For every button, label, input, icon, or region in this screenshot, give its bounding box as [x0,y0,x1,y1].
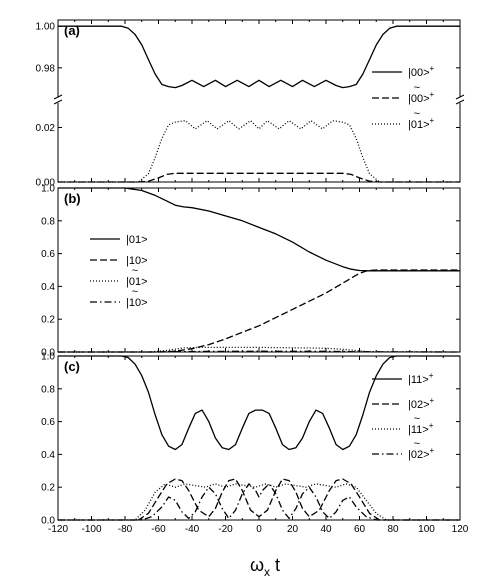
panel-label: (a) [64,23,80,38]
series-line-dotted [58,120,460,183]
y-tick-label: 0.0 [41,348,55,359]
x-tick-label: 40 [320,524,332,535]
axis-break-mark [53,94,63,100]
y-tick-label: 0.98 [36,63,56,74]
axis-break-gap [456,97,464,103]
x-tick-label: -40 [185,524,200,535]
panel-1: 1.000.980.020.00(a)|00>+|00>+~|01>+~ [36,19,465,189]
legend-entry: |11>+ [408,421,434,436]
panel-frame [57,19,461,183]
axis-break-gap [54,97,62,103]
x-tick-label: -120 [48,524,68,535]
series-line-dashed [58,172,460,183]
y-tick-label: 0.02 [36,123,56,134]
y-tick-label: 0.2 [41,315,55,326]
legend-entry: |11>+ [408,371,434,386]
legend-tilde: ~ [414,82,420,94]
series-line-dashed [58,478,460,521]
y-tick-label: 0.8 [41,384,55,395]
y-tick-label: 0.8 [41,216,55,227]
legend-entry: |00>+ [408,90,435,105]
axis-break-mark [455,94,465,100]
legend-entry: |02>+ [408,446,435,461]
series-line-dashed [58,269,460,353]
legend-entry: |01> [126,276,148,288]
y-tick-label: 0.00 [36,178,56,189]
legend-tilde: ~ [414,108,420,120]
x-tick-label: -100 [81,524,101,535]
panel-frame [57,187,461,353]
axis-break-mark [455,99,465,105]
series-line-solid [58,25,460,89]
panel-label: (c) [64,359,80,374]
x-tick-label: -20 [218,524,233,535]
x-tick-label: 100 [418,524,435,535]
x-tick-label: -80 [118,524,133,535]
y-tick-label: 0.2 [41,483,55,494]
y-tick-label: 1.0 [41,352,55,363]
series-line-dashdot [58,483,460,521]
y-tick-label: 0.4 [41,282,55,293]
series-line-dotted [58,483,460,521]
legend-tilde: ~ [132,286,138,298]
y-tick-label: 0.6 [41,249,55,260]
series-line-dotted [58,346,461,353]
legend-entry: |01>+ [408,116,435,131]
panel-3: -120 -100 -80 -60 -40 -20 0 20 40 60 80 100 120 1.0 0.… [41,352,469,536]
legend-tilde: ~ [132,265,138,277]
y-tick-label: 0.4 [41,450,55,461]
y-tick-label: 1.0 [41,184,55,195]
legend-tilde: ~ [414,413,420,425]
panel-2: 1.00.80.60.40.20.0(b)|01>|10>|01>~|10>~ [41,184,461,359]
legend-tilde: ~ [414,438,420,450]
legend-entry: |00>+ [408,64,435,79]
y-tick-label: 0.6 [41,417,55,428]
x-tick-label: 60 [354,524,366,535]
axis-break-mark [53,99,63,105]
legend-entry: |10> [126,255,148,267]
panels-layer: 1.000.980.020.00(a)|00>+|00>+~|01>+~1.00… [36,19,469,536]
legend-entry: |10> [126,297,148,309]
x-axis-label: ωx t [250,555,280,579]
x-tick-label: 0 [256,524,262,535]
panel-label: (b) [64,191,81,206]
legend-entry: |02>+ [408,396,435,411]
x-tick-label: -60 [151,524,166,535]
x-tick-label: 20 [287,524,299,535]
x-tick-label: 120 [452,524,469,535]
y-tick-label: 1.00 [36,22,56,33]
legend-entry: |01> [126,234,148,246]
series-line-solid [58,355,460,451]
x-tick-label: 80 [387,524,399,535]
series-line-solid [58,187,460,272]
y-tick-label: 0.0 [41,516,55,527]
panel-frame [57,355,461,521]
